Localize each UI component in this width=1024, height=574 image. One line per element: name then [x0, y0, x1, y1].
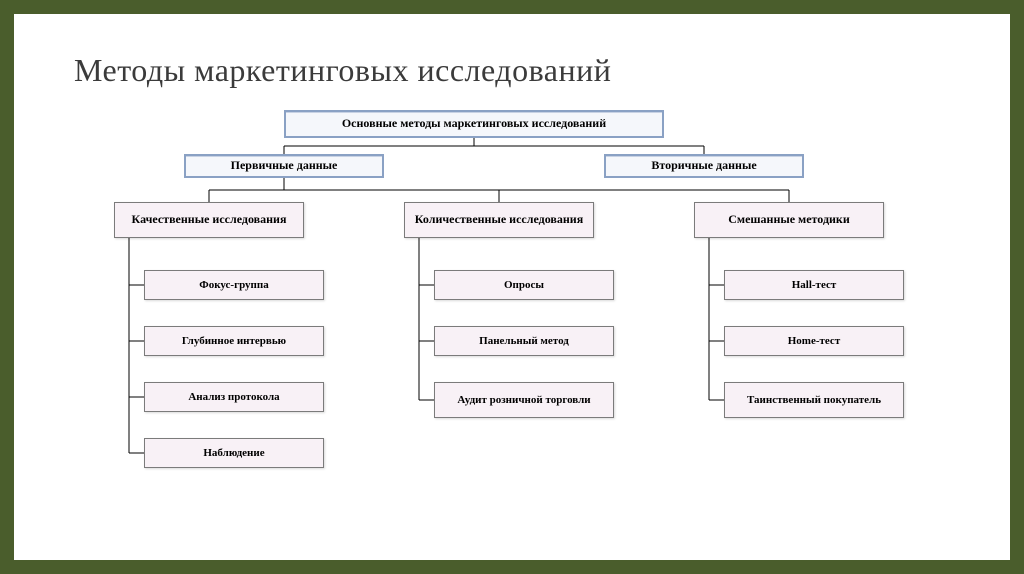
node-m1: Hall-тест: [724, 270, 904, 300]
node-quant: Количественные исследования: [404, 202, 594, 238]
node-qual: Качественные исследования: [114, 202, 304, 238]
slide-title: Методы маркетинговых исследований: [74, 52, 611, 89]
node-q1: Фокус-группа: [144, 270, 324, 300]
node-root: Основные методы маркетинговых исследован…: [284, 110, 664, 138]
node-q2: Глубинное интервью: [144, 326, 324, 356]
node-k1: Опросы: [434, 270, 614, 300]
node-k3: Аудит розничной торговли: [434, 382, 614, 418]
node-k2: Панельный метод: [434, 326, 614, 356]
slide-surface: Методы маркетинговых исследований Основн…: [14, 14, 1010, 560]
node-m2: Home-тест: [724, 326, 904, 356]
node-q3: Анализ протокола: [144, 382, 324, 412]
node-q4: Наблюдение: [144, 438, 324, 468]
node-mixed: Смешанные методики: [694, 202, 884, 238]
node-m3: Таинственный покупатель: [724, 382, 904, 418]
org-tree-diagram: Основные методы маркетинговых исследован…: [74, 110, 954, 550]
node-prim: Первичные данные: [184, 154, 384, 178]
node-sec: Вторичные данные: [604, 154, 804, 178]
